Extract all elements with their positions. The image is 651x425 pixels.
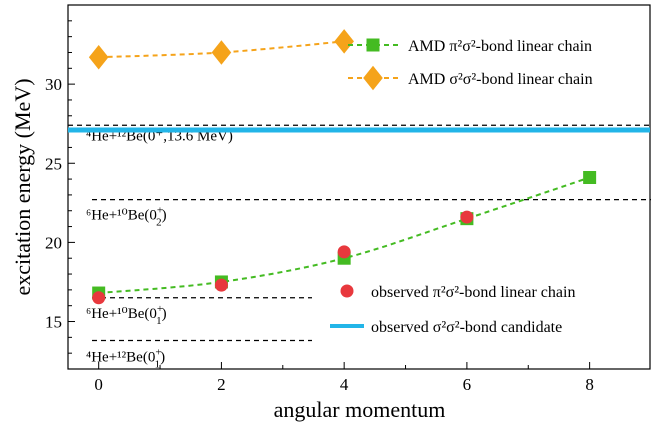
threshold-label: ⁴He+¹²Be(0+ 1) <box>86 347 165 371</box>
legend-label-amd-pi: AMD π²σ²-bond linear chain <box>408 38 592 55</box>
y-axis-label: excitation energy (MeV) <box>10 78 35 295</box>
threshold-label: ⁶He+¹⁰Be(0+ 1) <box>86 303 167 327</box>
legend-label-candidate: observed σ²σ²-bond candidate <box>371 319 562 336</box>
data-point-observed <box>337 245 351 259</box>
data-point-observed <box>92 291 106 305</box>
y-tick-label: 15 <box>45 313 62 332</box>
x-axis-label: angular momentum <box>274 397 446 422</box>
y-tick-label: 20 <box>45 233 62 252</box>
legend-label-amd-sigma: AMD σ²σ²-bond linear chain <box>408 71 593 88</box>
series-line-0 <box>98 176 590 295</box>
x-tick-label: 6 <box>463 375 472 394</box>
data-point-square <box>583 171 597 185</box>
data-point-observed <box>214 278 228 292</box>
legend-marker-observed <box>340 284 354 298</box>
x-tick-label: 4 <box>340 375 349 394</box>
plot-frame <box>67 4 651 370</box>
data-point-observed <box>460 210 474 224</box>
threshold-label: ⁶He+¹⁰Be(0+ 2) <box>86 205 167 229</box>
x-tick-label: 8 <box>585 375 594 394</box>
legend-label-observed: observed π²σ²-bond linear chain <box>371 284 575 301</box>
legend-marker-amd-sigma <box>363 65 383 91</box>
series-line-1 <box>98 40 345 59</box>
data-point-diamond <box>334 29 354 54</box>
data-point-diamond <box>211 40 232 65</box>
x-tick-label: 0 <box>94 375 103 394</box>
y-tick-label: 25 <box>45 154 62 173</box>
legend-marker-amd-pi <box>366 38 380 52</box>
data-point-diamond <box>88 44 109 70</box>
y-tick-label: 30 <box>45 75 62 94</box>
x-tick-label: 2 <box>217 375 226 394</box>
